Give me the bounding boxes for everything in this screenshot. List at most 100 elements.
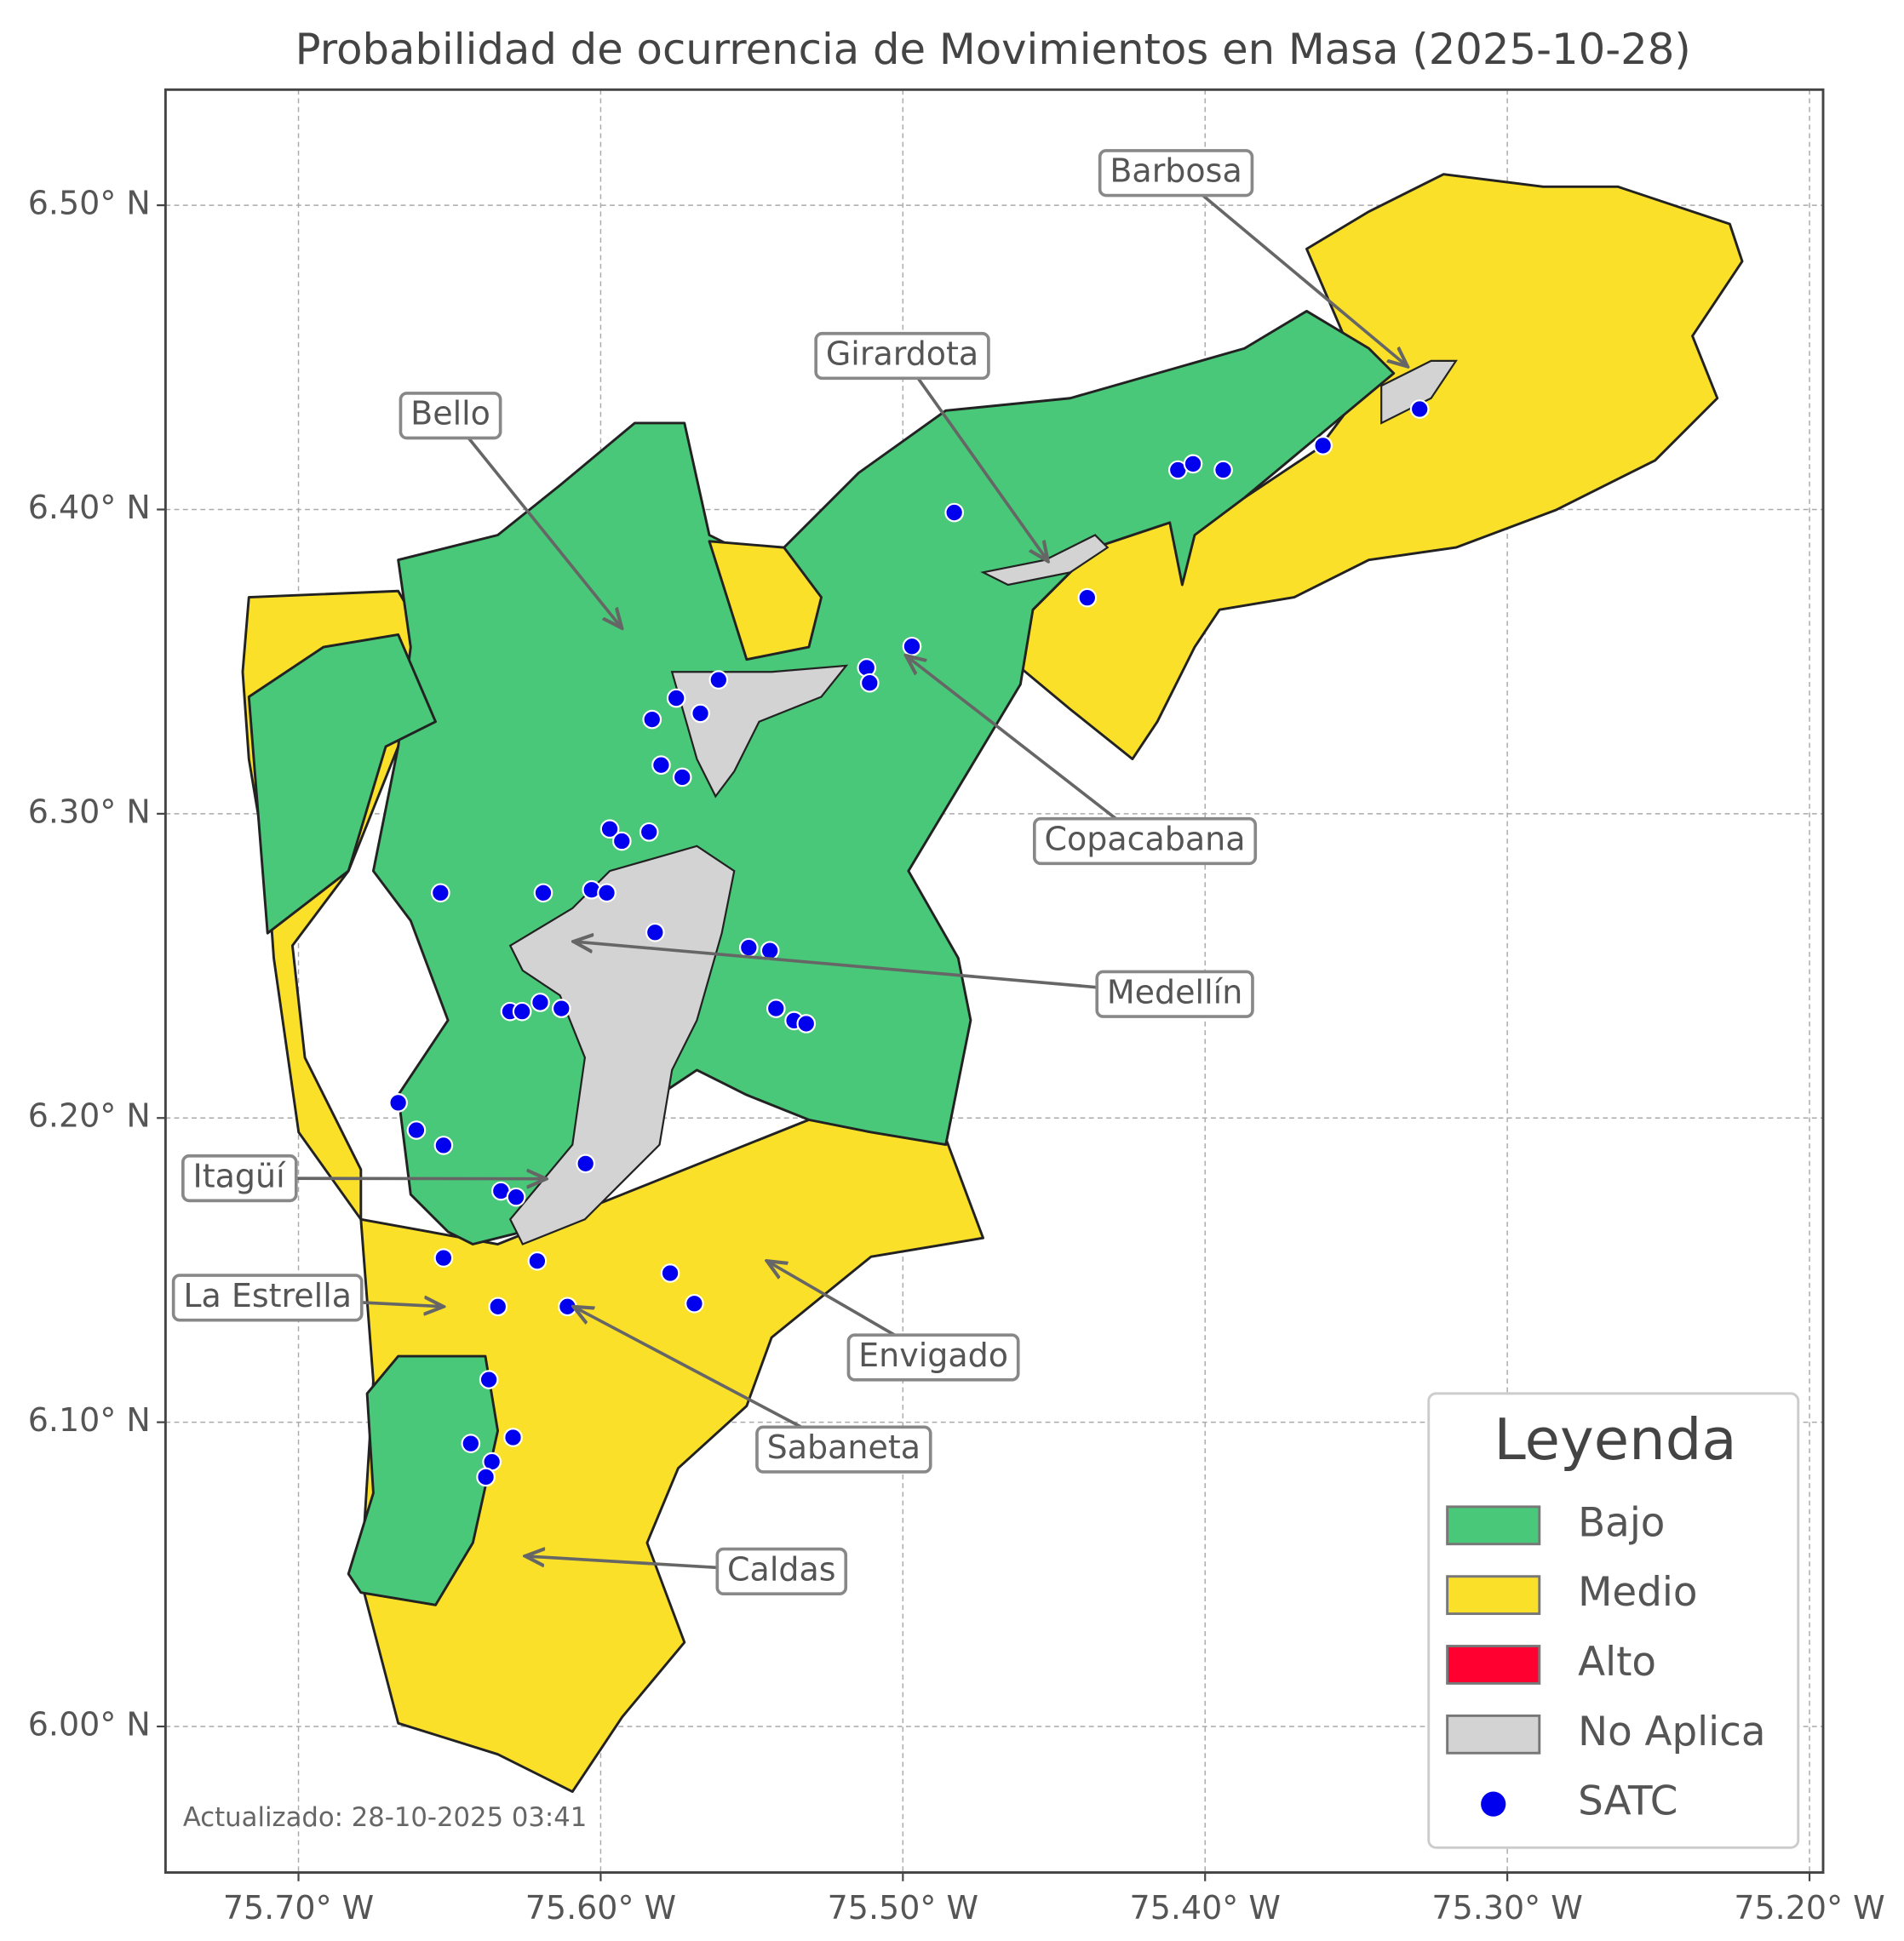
station-point bbox=[506, 1187, 526, 1207]
annotation-arrow bbox=[906, 656, 1146, 843]
annotation-box bbox=[1032, 816, 1258, 866]
annotation-box bbox=[171, 1274, 364, 1322]
station-point bbox=[503, 1428, 523, 1447]
station-point bbox=[597, 883, 617, 903]
station-point bbox=[576, 1154, 596, 1174]
regions bbox=[241, 173, 1744, 1794]
annotation-label: Girardota bbox=[826, 335, 978, 373]
station-point bbox=[1183, 454, 1203, 474]
station-point bbox=[476, 1467, 496, 1487]
annotation-label: La Estrella bbox=[183, 1277, 352, 1314]
station-point bbox=[1077, 587, 1098, 608]
legend-label: Alto bbox=[1578, 1640, 1656, 1686]
annotation-box bbox=[755, 1425, 932, 1474]
y-tick-label: 6.40° N bbox=[28, 489, 151, 526]
region-bajo bbox=[247, 633, 437, 935]
annotation-label: Copacabana bbox=[1044, 821, 1245, 858]
legend-label: Medio bbox=[1578, 1570, 1697, 1616]
annotation-box bbox=[846, 1333, 1020, 1382]
station-point bbox=[512, 1001, 532, 1022]
station-point bbox=[739, 937, 759, 958]
legend-title: Leyenda bbox=[1494, 1406, 1736, 1473]
station-point bbox=[639, 822, 659, 842]
station-point bbox=[796, 1014, 817, 1033]
plot-frame bbox=[163, 88, 1825, 1875]
annotation-label: Barbosa bbox=[1110, 152, 1242, 190]
station-point bbox=[406, 1120, 427, 1140]
station-point bbox=[479, 1370, 499, 1389]
station-point bbox=[859, 673, 880, 693]
urban-area bbox=[670, 664, 849, 799]
legend-swatch bbox=[1446, 1575, 1541, 1616]
annotation-label: Itagüí bbox=[193, 1158, 287, 1195]
annotation-box bbox=[1095, 970, 1254, 1018]
station-point bbox=[611, 831, 632, 851]
legend-label: SATC bbox=[1578, 1779, 1677, 1825]
station-point bbox=[388, 1093, 408, 1113]
y-tick-label: 6.10° N bbox=[28, 1401, 151, 1439]
annotation-box bbox=[399, 392, 502, 440]
station-point bbox=[431, 883, 450, 903]
legend-label: No Aplica bbox=[1578, 1709, 1765, 1755]
station-point bbox=[651, 755, 671, 776]
annotation-label: Envigado bbox=[858, 1337, 1008, 1374]
station-point bbox=[666, 688, 686, 708]
y-tick-label: 6.20° N bbox=[28, 1097, 151, 1135]
station-point bbox=[660, 1263, 680, 1283]
annotation-box bbox=[1098, 149, 1254, 198]
station-point bbox=[766, 999, 786, 1018]
x-tick-label: 75.40° W bbox=[1130, 1889, 1281, 1927]
station-point bbox=[1313, 436, 1333, 455]
station-point bbox=[944, 502, 964, 523]
y-tick-label: 6.00° N bbox=[28, 1706, 151, 1743]
legend-marker bbox=[1481, 1791, 1506, 1817]
annotation-box bbox=[814, 331, 990, 381]
region-medio bbox=[708, 540, 823, 661]
marks bbox=[388, 399, 1430, 1487]
station-point bbox=[642, 709, 662, 730]
station-point bbox=[433, 1248, 454, 1268]
station-point bbox=[708, 670, 729, 690]
station-point bbox=[530, 993, 550, 1012]
station-point bbox=[672, 767, 692, 787]
annotation-label: Caldas bbox=[727, 1550, 836, 1588]
station-point bbox=[691, 703, 710, 724]
footnote: Actualizado: 28-10-2025 03:41 bbox=[183, 1803, 587, 1833]
annotation-box bbox=[181, 1154, 298, 1203]
annotation-arrow bbox=[573, 942, 1175, 996]
station-point bbox=[461, 1434, 481, 1453]
annotation-box bbox=[715, 1547, 848, 1596]
annotation-arrow bbox=[449, 415, 622, 628]
x-tick-label: 75.70° W bbox=[223, 1889, 374, 1927]
station-point bbox=[1213, 460, 1233, 480]
station-point bbox=[533, 883, 553, 903]
x-tick-label: 75.60° W bbox=[525, 1889, 676, 1927]
urban-area bbox=[1380, 359, 1458, 425]
region-bajo bbox=[371, 309, 1396, 1245]
map-title: Probabilidad de ocurrencia de Movimiento… bbox=[295, 25, 1691, 74]
annotation-label: Bello bbox=[410, 395, 490, 432]
x-tick-label: 75.20° W bbox=[1734, 1889, 1884, 1927]
station-point bbox=[551, 999, 571, 1018]
y-tick-label: 6.50° N bbox=[28, 185, 151, 222]
station-point bbox=[433, 1136, 454, 1155]
station-point bbox=[488, 1297, 508, 1317]
legend-swatch bbox=[1446, 1645, 1541, 1685]
y-tick-label: 6.30° N bbox=[28, 793, 151, 830]
x-tick-label: 75.30° W bbox=[1431, 1889, 1582, 1927]
station-point bbox=[1409, 399, 1430, 419]
legend-swatch bbox=[1446, 1714, 1541, 1755]
station-point bbox=[645, 922, 665, 942]
urban-area bbox=[508, 845, 736, 1245]
station-point bbox=[902, 636, 922, 656]
legend-swatch bbox=[1446, 1505, 1541, 1546]
legend-label: Bajo bbox=[1578, 1500, 1665, 1546]
x-tick-label: 75.50° W bbox=[828, 1889, 978, 1927]
annotation-arrow bbox=[901, 354, 1048, 561]
annotation-label: Medellín bbox=[1107, 973, 1242, 1011]
annotation-label: Sabaneta bbox=[767, 1429, 920, 1466]
station-point bbox=[685, 1293, 704, 1314]
annotation-arrow bbox=[1174, 171, 1408, 366]
